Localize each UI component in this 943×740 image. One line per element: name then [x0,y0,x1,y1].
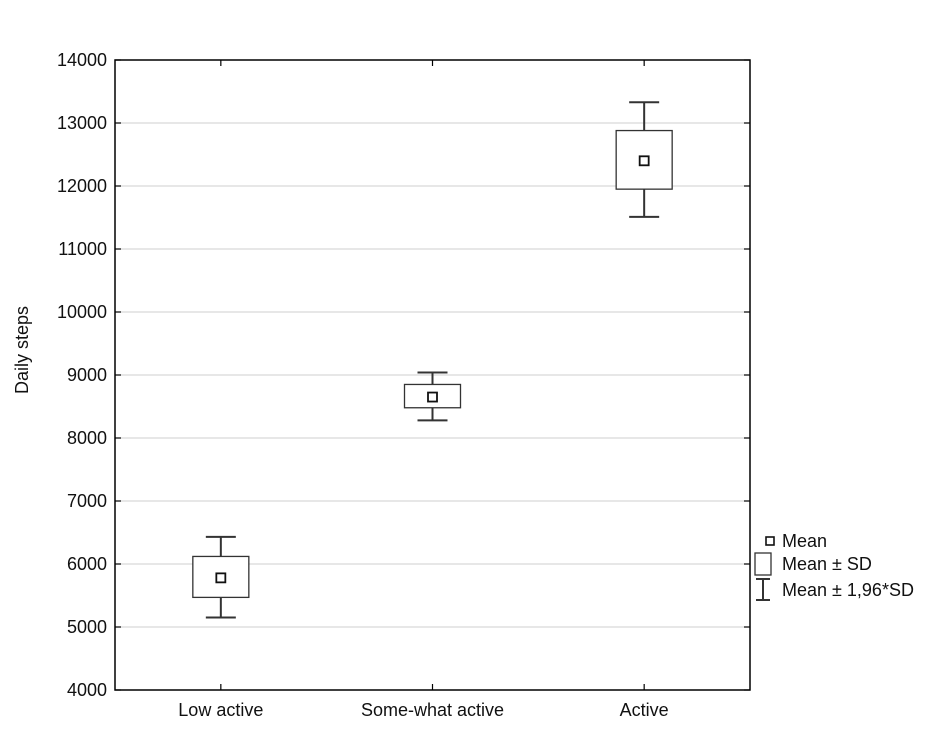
y-tick-label: 9000 [67,365,107,385]
legend-whisker-label: Mean ± 1,96*SD [782,580,914,600]
data-layer [192,101,673,619]
y-tick-label: 13000 [57,113,107,133]
y-tick-label: 5000 [67,617,107,637]
category-group [403,371,462,422]
axis-ticks: 4000 5000 6000 7000 8000 9000 10000 11000 12000 1… [57,50,750,720]
x-category-label: Low active [178,700,263,720]
y-tick-label: 11000 [58,239,107,259]
mean-marker [215,572,227,584]
x-category-label: Some-what active [361,700,504,720]
legend-mean-label: Mean [782,531,827,551]
y-axis-label: Daily steps [12,306,32,394]
legend: Mean Mean ± SD Mean ± 1,96*SD [754,531,914,601]
x-category-label: Active [620,700,669,720]
mean-marker [638,155,650,167]
legend-mean-marker [765,536,775,546]
legend-whisker-symbol [756,578,770,601]
y-tick-label: 10000 [57,302,107,322]
y-tick-label: 7000 [67,491,107,511]
y-tick-label: 6000 [67,554,107,574]
y-tick-label: 12000 [57,176,107,196]
legend-sd-box [754,552,772,576]
legend-sd-label: Mean ± SD [782,554,872,574]
y-tick-label: 14000 [57,50,107,70]
category-group [192,535,250,619]
y-tick-label: 8000 [67,428,107,448]
category-group [615,101,673,218]
y-tick-label: 4000 [67,680,107,700]
mean-marker [427,391,438,403]
